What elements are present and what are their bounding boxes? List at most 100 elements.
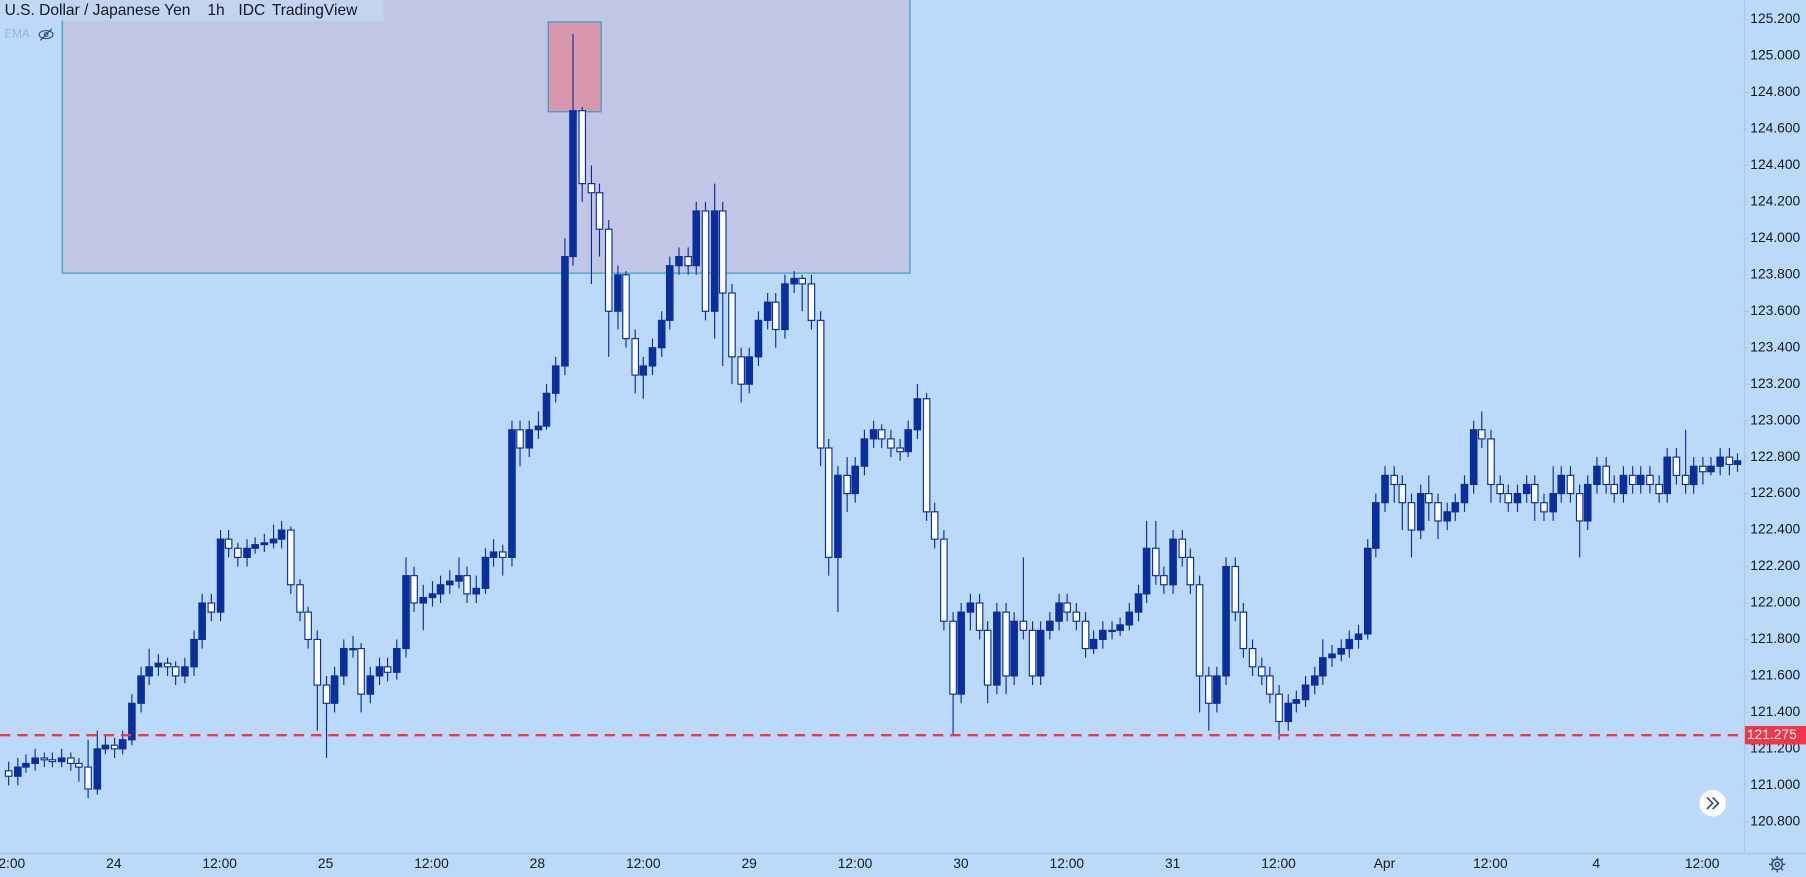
y-tick-label: 124.600 bbox=[1750, 120, 1800, 136]
candle-body bbox=[1504, 493, 1513, 504]
y-tick-label: 122.000 bbox=[1750, 594, 1800, 610]
y-tick-label: 121.800 bbox=[1750, 630, 1800, 646]
candle-body bbox=[1733, 460, 1742, 465]
candle-body bbox=[1636, 474, 1645, 486]
candle-body bbox=[1707, 465, 1715, 473]
candle-body bbox=[128, 702, 136, 741]
candle-body bbox=[277, 529, 286, 540]
candle-body bbox=[118, 739, 127, 750]
candle-body bbox=[1169, 538, 1177, 586]
candle-body bbox=[463, 575, 471, 595]
candle-body bbox=[781, 283, 789, 331]
candle-body bbox=[48, 759, 57, 763]
candle-body bbox=[1681, 474, 1690, 486]
candle-body bbox=[798, 277, 807, 285]
candle-body bbox=[896, 447, 904, 453]
candle-body bbox=[322, 684, 331, 704]
candle-body bbox=[1099, 629, 1107, 641]
candle-body bbox=[349, 648, 357, 651]
y-tick-label: 124.000 bbox=[1750, 229, 1800, 245]
candle-body bbox=[1266, 675, 1274, 695]
settings-icon[interactable] bbox=[1769, 856, 1786, 873]
candle-body bbox=[816, 319, 825, 449]
x-tick-label: 29 bbox=[741, 855, 757, 871]
candle-body bbox=[595, 192, 604, 230]
x-tick-label: 12:00 bbox=[1050, 855, 1085, 871]
candle-body bbox=[1593, 465, 1601, 486]
y-tick-label: 125.200 bbox=[1750, 10, 1800, 26]
candle-body bbox=[843, 474, 851, 495]
candle-body bbox=[508, 429, 516, 558]
candle-body bbox=[966, 602, 975, 613]
candle-body bbox=[1363, 547, 1372, 635]
candle-body bbox=[472, 587, 481, 595]
candle-body bbox=[807, 283, 816, 321]
candle-body bbox=[383, 666, 392, 673]
candle-body bbox=[4, 770, 13, 777]
candle-body bbox=[198, 602, 206, 641]
candle-body bbox=[860, 438, 869, 467]
y-tick-label: 122.200 bbox=[1750, 557, 1800, 573]
price-label: 121.275 bbox=[1747, 726, 1797, 742]
candle-body bbox=[993, 611, 1001, 686]
candle-body bbox=[1152, 547, 1160, 577]
candle-body bbox=[489, 551, 498, 558]
symbol-title: U.S. Dollar / Japanese Yen bbox=[5, 2, 191, 19]
scroll-to-realtime-button[interactable] bbox=[1698, 788, 1728, 818]
candle-body bbox=[455, 575, 463, 582]
candle-body bbox=[701, 210, 710, 312]
candle-body bbox=[710, 210, 719, 312]
candle-body bbox=[551, 365, 560, 394]
candle-body bbox=[481, 556, 490, 589]
y-tick-label: 124.800 bbox=[1750, 83, 1800, 99]
candle-body bbox=[534, 425, 543, 431]
candle-body bbox=[216, 538, 225, 613]
candle-body bbox=[1019, 620, 1028, 631]
x-tick-label: 12:00 bbox=[1261, 855, 1296, 871]
candle-body bbox=[1689, 465, 1698, 486]
candle-body bbox=[163, 662, 172, 668]
y-tick-label: 121.400 bbox=[1750, 703, 1800, 719]
candle-body bbox=[1575, 493, 1584, 522]
candle-body bbox=[1583, 483, 1592, 522]
x-tick-label: 25 bbox=[318, 855, 334, 871]
x-tick-label: 24 bbox=[106, 855, 122, 871]
candle-body bbox=[771, 301, 780, 331]
candle-body bbox=[445, 580, 454, 586]
y-tick-label: 123.400 bbox=[1750, 338, 1800, 354]
candle-body bbox=[1477, 429, 1486, 440]
candle-body bbox=[1602, 465, 1610, 486]
candle-body bbox=[40, 757, 49, 761]
x-tick-label: Apr bbox=[1374, 855, 1396, 871]
candle-body bbox=[587, 183, 596, 194]
x-tick-label: 28 bbox=[530, 855, 546, 871]
candle-body bbox=[745, 356, 754, 385]
candle-body bbox=[1628, 474, 1637, 486]
candle-body bbox=[410, 575, 418, 604]
x-tick-label: 12:00 bbox=[1473, 855, 1508, 871]
resistance-zone bbox=[61, 0, 911, 274]
candle-body bbox=[922, 398, 931, 513]
candle-body bbox=[525, 429, 534, 449]
candle-body bbox=[287, 529, 295, 586]
candle-body bbox=[366, 675, 375, 695]
candle-body bbox=[402, 575, 410, 650]
candle-body bbox=[614, 274, 622, 312]
visibility-icon[interactable] bbox=[38, 28, 54, 41]
candle-body bbox=[22, 762, 30, 768]
candle-body bbox=[665, 265, 674, 321]
y-tick-label: 122.400 bbox=[1750, 521, 1800, 537]
candle-body bbox=[1160, 575, 1168, 586]
candle-body bbox=[436, 584, 445, 595]
candle-body bbox=[1663, 456, 1672, 495]
y-tick-label: 123.200 bbox=[1750, 375, 1800, 391]
candle-body bbox=[940, 538, 948, 622]
indicator-label[interactable]: EMA bbox=[5, 29, 30, 41]
candle-body bbox=[1222, 565, 1230, 677]
candle-body bbox=[1443, 511, 1452, 522]
candle-body bbox=[561, 255, 569, 367]
candle-body bbox=[1010, 620, 1018, 677]
candle-body bbox=[1116, 624, 1124, 631]
candle-body bbox=[67, 757, 75, 765]
